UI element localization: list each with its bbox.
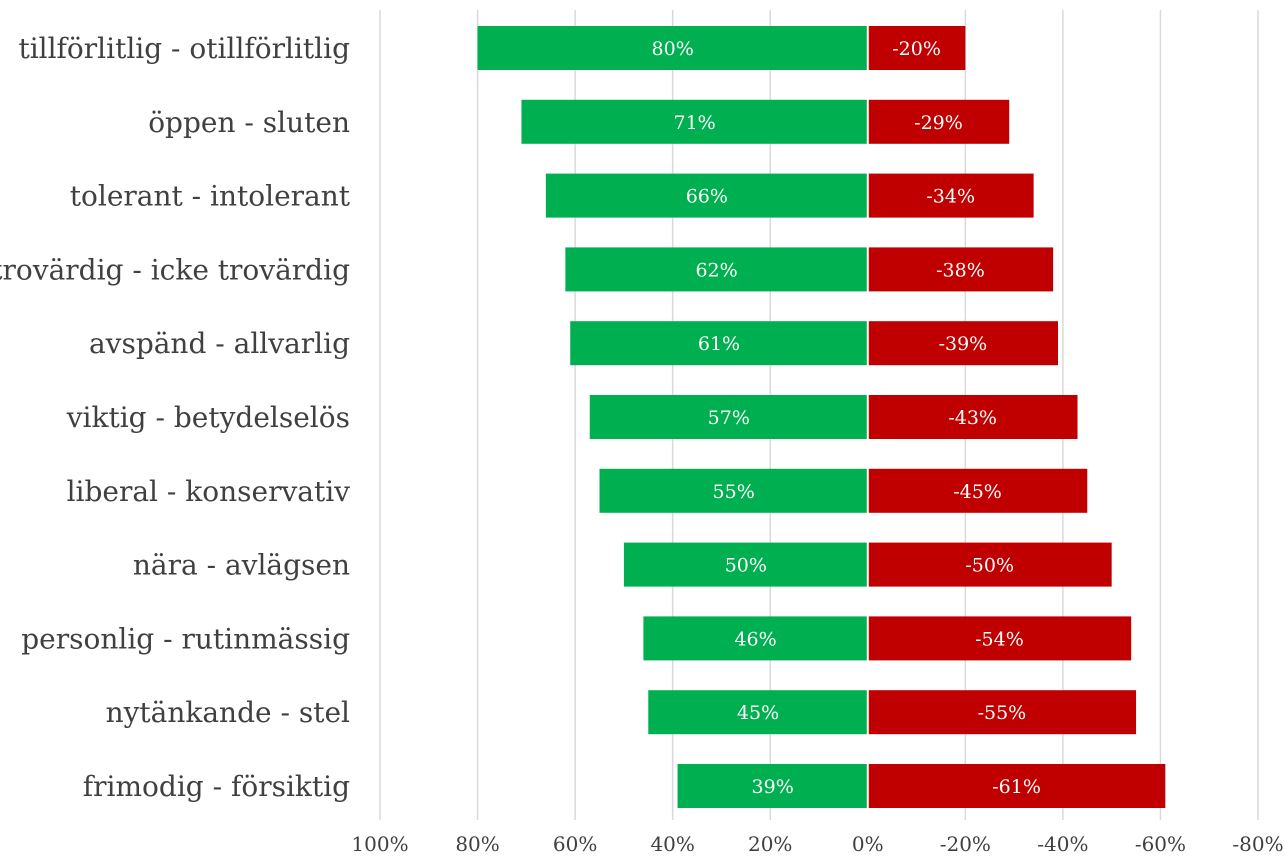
x-tick-label: 60% xyxy=(553,832,597,856)
data-label-negative: -20% xyxy=(892,38,941,60)
category-label: avspänd - allvarlig xyxy=(89,327,350,360)
bar-positive xyxy=(623,542,868,587)
data-label-positive: 50% xyxy=(725,555,767,577)
bar-negative xyxy=(867,99,1010,144)
bar-negative xyxy=(867,616,1132,661)
bar-positive xyxy=(570,321,868,366)
data-label-negative: -54% xyxy=(975,628,1024,650)
data-label-negative: -29% xyxy=(914,112,963,134)
bar-positive xyxy=(545,173,868,218)
data-label-positive: 55% xyxy=(713,481,755,503)
data-label-negative: -61% xyxy=(992,776,1041,798)
category-label: frimodig - försiktig xyxy=(83,770,350,803)
data-label-negative: -45% xyxy=(953,481,1002,503)
data-label-positive: 61% xyxy=(698,333,740,355)
bar-positive xyxy=(565,247,868,292)
category-label: nytänkande - stel xyxy=(106,696,350,729)
category-label: viktig - betydelselös xyxy=(66,401,350,434)
data-label-positive: 66% xyxy=(686,186,728,208)
bar-negative xyxy=(867,395,1078,439)
category-label: personlig - rutinmässig xyxy=(21,622,350,655)
bar-positive xyxy=(648,690,868,735)
bar-positive xyxy=(643,616,868,661)
data-label-negative: -34% xyxy=(926,186,975,208)
data-label-positive: 39% xyxy=(752,776,794,798)
x-tick-label: -40% xyxy=(1037,832,1088,856)
category-label: tolerant - intolerant xyxy=(70,180,351,213)
bar-negative xyxy=(867,321,1059,366)
category-label: tillförlitlig - otillförlitlig xyxy=(18,32,350,65)
bar-positive xyxy=(521,99,868,144)
bar-negative xyxy=(867,690,1137,735)
bar-positive xyxy=(599,468,868,513)
category-label: öppen - sluten xyxy=(148,106,350,139)
x-tick-label: 20% xyxy=(748,832,792,856)
data-label-negative: -55% xyxy=(978,702,1027,724)
data-label-negative: -38% xyxy=(936,259,985,281)
data-labels: 80% -20% 71% -29% 66% -34% 62% -38% 61% -39% 57% -4… xyxy=(652,38,1041,798)
x-tick-label: -80% xyxy=(1232,832,1283,856)
bar-positive xyxy=(589,395,868,439)
category-label: liberal - konservativ xyxy=(67,475,351,508)
category-label: trovärdig - icke trovärdig xyxy=(0,253,350,286)
x-tick-label: 100% xyxy=(351,832,408,856)
data-label-positive: 45% xyxy=(737,702,779,724)
bar-negative xyxy=(867,542,1112,587)
x-tick-label: -60% xyxy=(1135,832,1186,856)
data-label-negative: -39% xyxy=(939,333,988,355)
data-label-negative: -50% xyxy=(965,555,1014,577)
x-tick-label: 80% xyxy=(455,832,499,856)
data-label-positive: 71% xyxy=(673,112,715,134)
data-label-positive: 62% xyxy=(695,259,737,281)
x-tick-label: 0% xyxy=(852,832,884,856)
bar-negative xyxy=(867,247,1054,292)
bar-negative xyxy=(867,468,1088,513)
category-label: nära - avlägsen xyxy=(133,549,350,582)
data-label-positive: 57% xyxy=(708,407,750,429)
data-label-positive: 80% xyxy=(652,38,694,60)
bar-positive xyxy=(477,26,868,70)
data-label-positive: 46% xyxy=(734,628,776,650)
data-label-negative: -43% xyxy=(948,407,997,429)
bars xyxy=(477,10,1166,820)
x-axis-tick-labels: 100% 80% 60% 40% 20% 0% -20% -40% -60% -80% xyxy=(351,832,1283,856)
x-tick-label: 40% xyxy=(650,832,694,856)
x-tick-label: -20% xyxy=(940,832,991,856)
category-labels: tillförlitlig - otillförlitlig öppen - sl… xyxy=(0,32,351,803)
bar-negative xyxy=(867,173,1034,218)
bar-positive xyxy=(677,764,868,808)
bar-negative xyxy=(867,764,1166,808)
bar-negative xyxy=(867,26,966,70)
